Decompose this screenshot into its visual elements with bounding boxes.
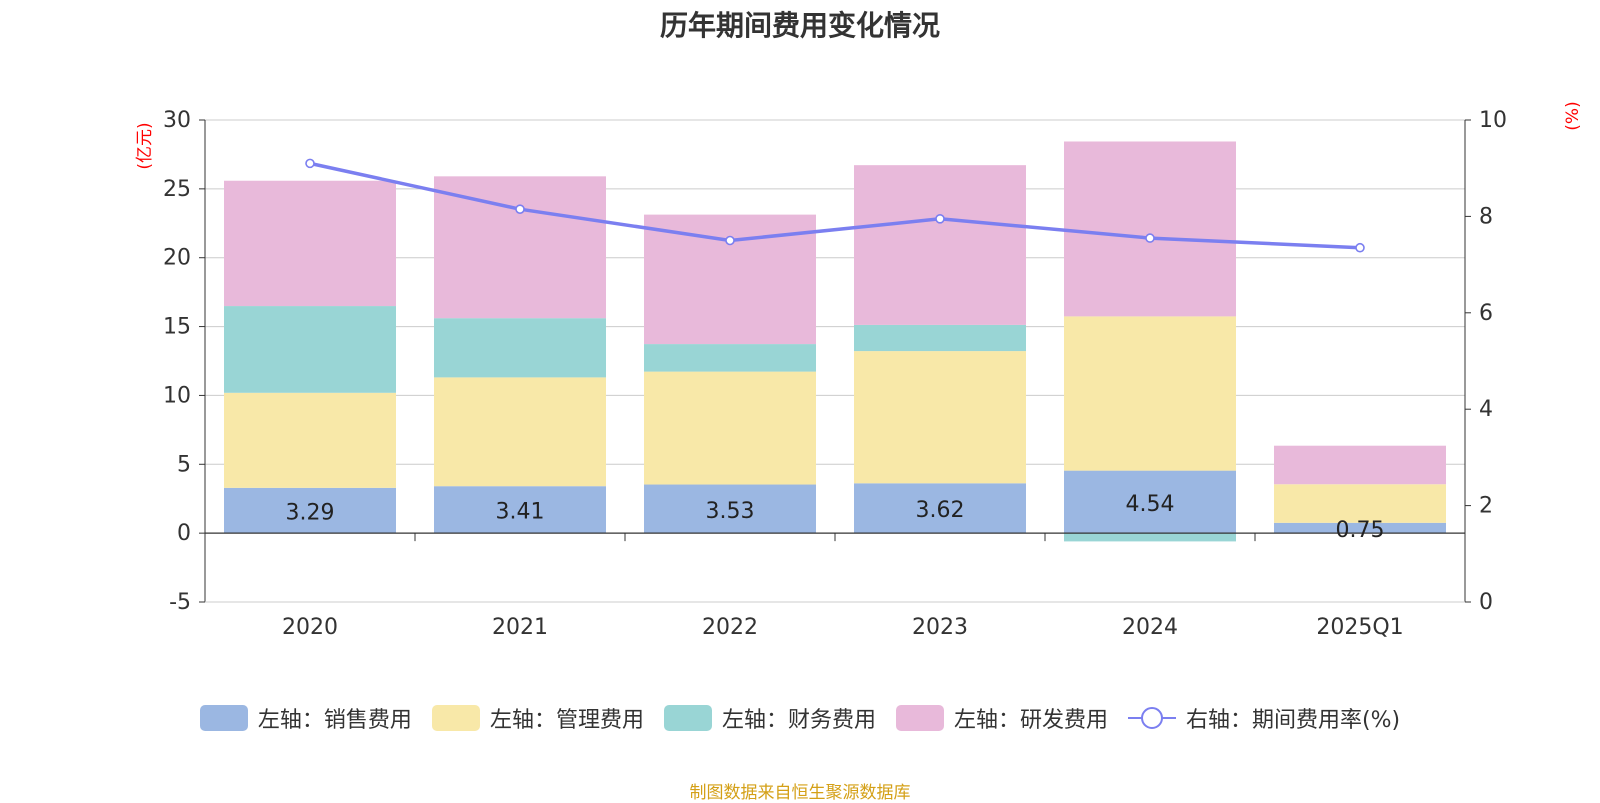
bar-2023-series-2 bbox=[854, 324, 1026, 352]
legend-label-admin: 左轴：管理费用 bbox=[489, 708, 644, 733]
left-tick-label: 5 bbox=[177, 452, 191, 477]
data-label-sales-2022: 3.53 bbox=[706, 499, 755, 524]
data-source-note: 制图数据来自恒生聚源数据库 bbox=[689, 783, 911, 803]
legend-item-sales[interactable]: 左轴：销售费用 bbox=[199, 702, 412, 734]
bar-2021-series-0 bbox=[434, 486, 606, 534]
legend-label-finance: 左轴：财务费用 bbox=[721, 708, 876, 733]
legend-swatch-admin bbox=[431, 705, 480, 731]
bar-2021-series-1 bbox=[434, 377, 606, 487]
bar-2022-series-1 bbox=[644, 371, 816, 485]
legend-line-marker-icon bbox=[1127, 707, 1176, 729]
left-tick-label: 0 bbox=[177, 521, 191, 546]
x-tick-label: 2022 bbox=[702, 615, 758, 640]
data-label-sales-2021: 3.41 bbox=[496, 500, 545, 525]
right-tick-label: 6 bbox=[1479, 301, 1493, 326]
bar-2023-series-1 bbox=[854, 351, 1026, 484]
legend-item-rate[interactable]: 右轴：期间费用率(%) bbox=[1127, 702, 1401, 734]
bar-2024-series-1 bbox=[1064, 316, 1236, 471]
right-axis-title: (%) bbox=[1563, 101, 1583, 130]
x-tick-label: 2023 bbox=[912, 615, 968, 640]
axes: -5 0 5 10 15 20 25 30 0 2 4 6 8 10 (亿元) (%) 2020 2021 2022… bbox=[135, 101, 1583, 640]
chart-canvas: -5 0 5 10 15 20 25 30 0 2 4 6 8 10 (亿元) (%) 2020 2021 2022… bbox=[135, 101, 1583, 640]
legend-item-admin[interactable]: 左轴：管理费用 bbox=[431, 702, 644, 734]
bar-2021-series-2 bbox=[434, 318, 606, 378]
data-labels: 3.29 3.41 3.53 3.62 4.54 0.75 bbox=[286, 492, 1385, 543]
legend-swatch-rd bbox=[895, 705, 944, 731]
left-tick-label: 10 bbox=[163, 383, 191, 408]
bar-2021-series-3 bbox=[434, 176, 606, 319]
bar-2023-series-0 bbox=[854, 483, 1026, 534]
right-tick-label: 8 bbox=[1479, 204, 1493, 229]
bar-2025Q1-series-0 bbox=[1274, 522, 1446, 534]
legend-item-rd[interactable]: 左轴：研发费用 bbox=[895, 702, 1108, 734]
rate-point-2024 bbox=[1145, 233, 1155, 243]
right-tick-label: 2 bbox=[1479, 494, 1493, 519]
data-label-sales-2025Q1: 0.75 bbox=[1336, 518, 1385, 543]
right-tick-label: 0 bbox=[1479, 590, 1493, 615]
bar-2022-series-2 bbox=[644, 344, 816, 372]
rate-point-2023 bbox=[935, 214, 945, 224]
data-label-sales-2024: 4.54 bbox=[1126, 492, 1175, 517]
x-tick-label: 2024 bbox=[1122, 615, 1178, 640]
x-tick-label: 2020 bbox=[282, 615, 338, 640]
x-tick-label: 2021 bbox=[492, 615, 548, 640]
rate-point-2022 bbox=[725, 235, 735, 246]
rate-point-2025Q1 bbox=[1355, 242, 1365, 253]
bar-2020-series-2 bbox=[224, 306, 396, 393]
bars bbox=[224, 141, 1446, 542]
left-tick-label: 15 bbox=[163, 315, 191, 340]
legend: 左轴：销售费用 左轴：管理费用 左轴：财务费用 左轴：研发费用 右轴：期间费用率… bbox=[0, 702, 1600, 734]
legend-swatch-sales bbox=[199, 705, 248, 731]
legend-label-rate: 右轴：期间费用率(%) bbox=[1185, 708, 1401, 733]
left-tick-label: 25 bbox=[163, 177, 191, 202]
bar-2025Q1-series-1 bbox=[1274, 484, 1446, 523]
bar-2024-series-2 bbox=[1064, 533, 1236, 542]
bar-2024-series-0 bbox=[1064, 470, 1236, 534]
bar-2025Q1-series-3 bbox=[1274, 445, 1446, 485]
legend-label-rd: 左轴：研发费用 bbox=[953, 708, 1108, 733]
data-label-sales-2023: 3.62 bbox=[916, 498, 965, 523]
x-tick-label: 2025Q1 bbox=[1316, 615, 1403, 640]
bar-2020-series-1 bbox=[224, 392, 396, 488]
bar-2020-series-3 bbox=[224, 180, 396, 307]
left-tick-label: 20 bbox=[163, 246, 191, 271]
left-tick-label: 30 bbox=[163, 108, 191, 133]
bar-2020-series-0 bbox=[224, 487, 396, 534]
bar-2023-series-3 bbox=[854, 165, 1026, 325]
rate-point-2021 bbox=[515, 204, 525, 214]
left-tick-label: -5 bbox=[169, 590, 191, 615]
bar-2022-series-0 bbox=[644, 484, 816, 534]
rate-point-2020 bbox=[305, 158, 315, 169]
right-tick-label: 4 bbox=[1479, 397, 1493, 422]
chart-title: 历年期间费用变化情况 bbox=[659, 9, 940, 42]
rate-line-path bbox=[309, 161, 1361, 250]
left-axis-title: (亿元) bbox=[135, 122, 155, 169]
legend-item-finance[interactable]: 左轴：财务费用 bbox=[663, 702, 876, 734]
legend-swatch-finance bbox=[663, 705, 712, 731]
right-tick-label: 10 bbox=[1479, 108, 1507, 133]
legend-label-sales: 左轴：销售费用 bbox=[257, 708, 412, 733]
bar-2024-series-3 bbox=[1064, 141, 1236, 317]
rate-line bbox=[305, 158, 1365, 253]
data-label-sales-2020: 3.29 bbox=[286, 500, 335, 525]
